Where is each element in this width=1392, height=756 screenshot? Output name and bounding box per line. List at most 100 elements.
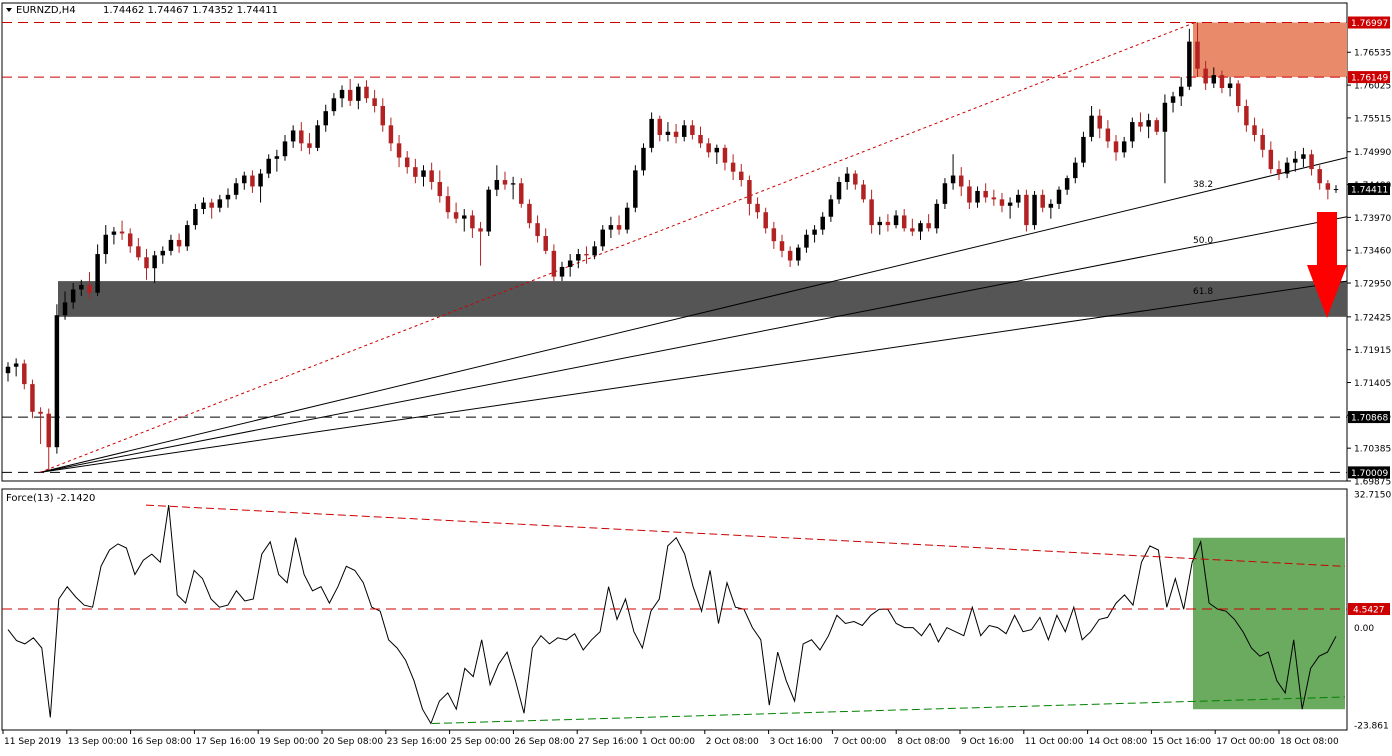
candle-body bbox=[608, 225, 614, 230]
force-tick-label: 32.7150 bbox=[1354, 491, 1391, 501]
candle-body bbox=[1260, 134, 1265, 150]
candle-body bbox=[494, 180, 500, 190]
candle-body bbox=[315, 125, 320, 148]
candle bbox=[1309, 149, 1314, 176]
candle bbox=[421, 165, 426, 187]
candle-body bbox=[1130, 122, 1135, 142]
candle bbox=[910, 218, 915, 237]
candle-body bbox=[681, 125, 687, 137]
candle bbox=[470, 210, 475, 238]
candle bbox=[698, 126, 703, 148]
candle-body bbox=[1040, 194, 1045, 208]
candle-body bbox=[991, 197, 997, 200]
candle-body bbox=[258, 173, 263, 187]
candle-body bbox=[730, 162, 736, 172]
candle-body bbox=[519, 183, 524, 204]
candle bbox=[1187, 28, 1192, 90]
candle-body bbox=[1276, 169, 1282, 174]
price-level-tag bbox=[1348, 411, 1390, 424]
force-indicator bbox=[2, 504, 1347, 725]
candle-body bbox=[739, 171, 744, 181]
candle bbox=[372, 89, 377, 113]
candle-body bbox=[771, 228, 777, 242]
time-tick-label: 15 Oct 16:00 bbox=[1152, 737, 1211, 747]
candle-body bbox=[30, 384, 35, 412]
price-tick-label: 1.73970 bbox=[1354, 214, 1391, 224]
candle-body bbox=[633, 170, 638, 208]
candle bbox=[266, 154, 271, 179]
candle bbox=[1260, 128, 1265, 158]
candle bbox=[127, 228, 133, 253]
candle-body bbox=[1016, 194, 1021, 203]
candle bbox=[486, 186, 491, 237]
candle-body bbox=[453, 212, 459, 219]
candle bbox=[527, 199, 532, 229]
current-price-label: 1.74411 bbox=[1351, 185, 1388, 195]
candle bbox=[1073, 157, 1078, 184]
candle-body bbox=[690, 125, 695, 135]
time-tick-label: 17 Sep 16:00 bbox=[195, 737, 255, 747]
candle bbox=[307, 133, 312, 155]
chevron-down-icon[interactable] bbox=[6, 8, 12, 12]
candle-body bbox=[1162, 102, 1168, 132]
candle bbox=[877, 216, 882, 235]
candle-body bbox=[1048, 203, 1054, 208]
candle bbox=[1227, 77, 1233, 97]
candle-body bbox=[624, 207, 630, 230]
candle-body bbox=[853, 173, 858, 185]
candle-body bbox=[828, 199, 834, 217]
candle bbox=[176, 233, 182, 253]
candle-body bbox=[437, 181, 443, 197]
candle-body bbox=[347, 89, 353, 101]
candle bbox=[1121, 136, 1127, 158]
candle bbox=[942, 178, 948, 210]
candle bbox=[771, 221, 777, 249]
candle bbox=[958, 167, 964, 197]
candle bbox=[258, 169, 263, 203]
candle-body bbox=[893, 215, 899, 226]
candle-body bbox=[46, 413, 51, 448]
candle bbox=[739, 163, 744, 187]
price-tick-label: 1.76535 bbox=[1354, 49, 1391, 59]
candle-body bbox=[983, 190, 988, 198]
candle-body bbox=[331, 98, 337, 112]
candle bbox=[551, 244, 557, 282]
price-tick-label: 1.72425 bbox=[1354, 313, 1391, 323]
candle bbox=[861, 180, 866, 203]
candle bbox=[519, 178, 524, 208]
candle-body bbox=[1105, 128, 1111, 142]
candle bbox=[1333, 185, 1339, 193]
force-line bbox=[7, 505, 1337, 725]
candle bbox=[926, 214, 931, 232]
candle-body bbox=[1154, 120, 1160, 132]
candle-body bbox=[111, 231, 117, 235]
candle-body bbox=[999, 199, 1005, 206]
candle-body bbox=[193, 209, 198, 226]
candle-body bbox=[942, 183, 948, 204]
fib-fan-line bbox=[39, 157, 1348, 473]
candle bbox=[1130, 117, 1135, 148]
force-level-tag-label: 4.5427 bbox=[1353, 606, 1385, 616]
candle-body bbox=[787, 250, 793, 261]
candle-body bbox=[1121, 141, 1127, 153]
candle-body bbox=[869, 199, 874, 226]
time-tick-label: 25 Sep 00:00 bbox=[451, 737, 511, 747]
price-tick-label: 1.69875 bbox=[1354, 478, 1391, 488]
candle bbox=[70, 283, 76, 309]
candle bbox=[380, 98, 386, 132]
candle bbox=[339, 85, 345, 108]
candle-body bbox=[649, 118, 654, 148]
candle-body bbox=[616, 225, 622, 230]
price-axis: 1.765351.760251.755151.749901.744801.739… bbox=[1347, 16, 1391, 488]
candle-body bbox=[70, 289, 76, 303]
candle-body bbox=[1178, 86, 1184, 97]
time-axis: 11 Sep 2019 13 Sep 00:00 16 Sep 08:00 17 Se… bbox=[2, 730, 1339, 747]
candle-body bbox=[290, 130, 296, 142]
candlestick-series bbox=[5, 22, 1339, 470]
time-tick-label: 7 Oct 00:00 bbox=[833, 737, 886, 747]
candle bbox=[901, 209, 907, 232]
force-tick-label: -23.861 bbox=[1354, 722, 1389, 732]
candle bbox=[853, 170, 858, 190]
